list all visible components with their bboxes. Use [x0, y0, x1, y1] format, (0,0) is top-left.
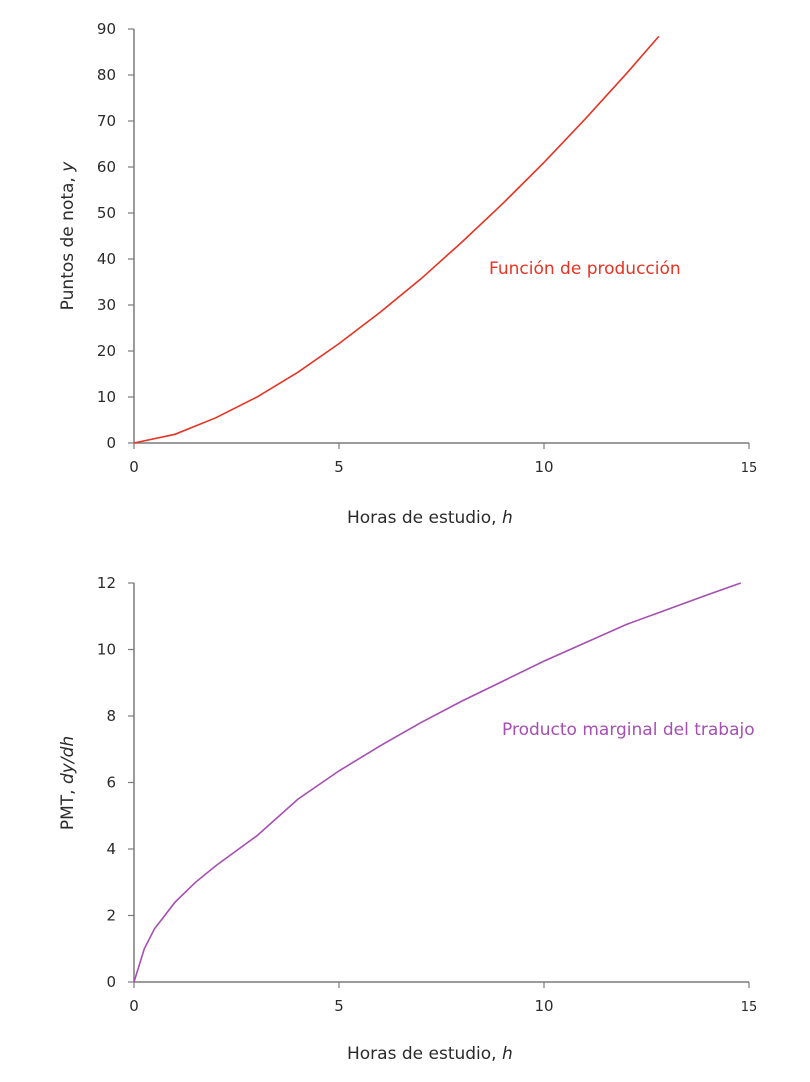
y-tick-label: 0	[106, 973, 116, 991]
x-axis-title: Horas de estudio, h	[347, 1044, 513, 1064]
y-tick-label: 12	[97, 574, 116, 592]
production-function-chart: 0 10 20 30 40 50 60 70 80 90 0 5 10 15 Función de pr…	[58, 20, 757, 528]
x-tick-label: 10	[534, 997, 553, 1015]
y-tick-label: 30	[97, 296, 116, 314]
y-tick-label: 60	[97, 158, 116, 176]
y-tick-label: 4	[106, 840, 116, 858]
y-tick-label: 20	[97, 342, 116, 360]
marginal-product-chart: 0 2 4 6 8 10 12 0 5 10 15 Producto marginal del t…	[58, 574, 757, 1064]
x-tick-label: 15	[741, 1000, 758, 1015]
y-axis-title: PMT, dy/dh	[58, 736, 78, 830]
y-axis: 0 10 20 30 40 50 60 70 80 90	[97, 20, 135, 452]
y-tick-label: 90	[97, 20, 116, 38]
y-axis: 0 2 4 6 8 10 12	[97, 574, 135, 991]
x-tick-label: 5	[334, 997, 344, 1015]
x-tick-label: 5	[334, 458, 344, 476]
y-tick-label: 40	[97, 250, 116, 268]
x-tick-label: 0	[129, 997, 139, 1015]
y-tick-label: 70	[97, 112, 116, 130]
marginal-product-line	[133, 582, 742, 983]
production-function-line	[133, 35, 660, 444]
y-tick-label: 10	[97, 641, 116, 659]
x-tick-label: 10	[534, 458, 553, 476]
y-axis-title: Puntos de nota, y	[58, 161, 78, 311]
x-tick-label: 0	[129, 458, 139, 476]
y-tick-label: 50	[97, 204, 116, 222]
y-tick-label: 80	[97, 66, 116, 84]
y-tick-label: 6	[106, 774, 116, 792]
production-function-label: Función de producción	[489, 259, 681, 279]
y-tick-label: 10	[97, 388, 116, 406]
y-tick-label: 0	[106, 434, 116, 452]
y-tick-label: 8	[106, 707, 116, 725]
marginal-product-label: Producto marginal del trabajo	[502, 720, 755, 740]
x-tick-label: 15	[741, 461, 758, 476]
x-axis: 0 5 10 15	[129, 981, 758, 1015]
x-axis: 0 5 10 15	[129, 442, 758, 476]
y-tick-label: 2	[106, 907, 116, 925]
x-axis-title: Horas de estudio, h	[347, 508, 513, 528]
